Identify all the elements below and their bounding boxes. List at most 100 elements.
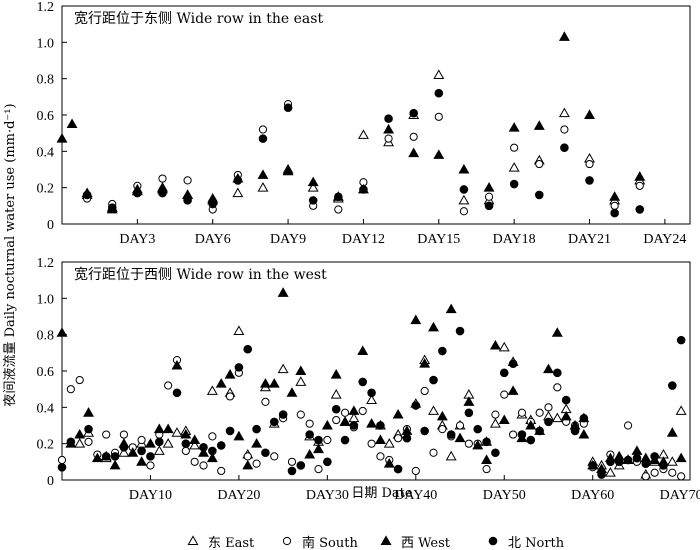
y-tick-label: 0.4 bbox=[37, 145, 55, 160]
point-north bbox=[534, 190, 544, 200]
point-north bbox=[101, 452, 111, 461]
point-south bbox=[305, 419, 314, 428]
y-tick-label: 0.4 bbox=[37, 401, 55, 416]
point-north bbox=[517, 430, 527, 439]
point-north bbox=[110, 452, 120, 461]
point-west bbox=[634, 171, 646, 181]
point-south bbox=[464, 439, 473, 448]
point-south bbox=[332, 415, 341, 425]
point-south bbox=[491, 410, 500, 419]
point-west bbox=[277, 287, 289, 297]
point-north bbox=[588, 461, 598, 470]
point-west bbox=[257, 169, 269, 179]
panel-title: 宽行距位于西侧 Wide row in the west bbox=[74, 266, 327, 283]
point-north bbox=[561, 395, 571, 405]
point-north bbox=[183, 196, 192, 205]
y-tick-label: 0.6 bbox=[37, 109, 55, 124]
point-west bbox=[357, 345, 369, 355]
point-south bbox=[258, 125, 268, 134]
point-north bbox=[331, 404, 341, 414]
point-west bbox=[286, 387, 298, 397]
point-west bbox=[410, 314, 422, 325]
point-north bbox=[358, 377, 368, 387]
point-south bbox=[57, 455, 67, 465]
point-west bbox=[445, 303, 457, 314]
point-south bbox=[623, 421, 633, 430]
point-west bbox=[483, 182, 495, 192]
point-south bbox=[225, 392, 235, 401]
point-north bbox=[585, 176, 594, 185]
point-north bbox=[402, 433, 412, 443]
point-north bbox=[376, 421, 385, 430]
point-north bbox=[544, 417, 553, 427]
x-tick-label: DAY21 bbox=[568, 232, 611, 247]
point-north bbox=[252, 424, 261, 434]
point-south bbox=[409, 132, 418, 141]
point-west bbox=[551, 327, 563, 337]
point-west bbox=[578, 428, 590, 439]
point-north bbox=[499, 368, 509, 378]
point-north bbox=[482, 437, 491, 447]
legend-item-north: 北 North bbox=[488, 536, 565, 550]
point-north bbox=[107, 203, 117, 212]
point-north bbox=[308, 196, 318, 205]
point-south bbox=[429, 448, 438, 457]
legend-item-east: 东 East bbox=[187, 535, 255, 550]
chart-panel-2: 0 0.2 0.4 0.6 0.8 1.0 1.2 DAY10 DAY20 DAY30 DAY40 D… bbox=[37, 256, 700, 503]
point-west bbox=[171, 359, 183, 370]
point-south bbox=[482, 465, 491, 474]
point-west bbox=[498, 414, 510, 424]
point-north bbox=[659, 461, 668, 470]
point-north bbox=[57, 462, 67, 472]
point-south bbox=[420, 386, 429, 396]
point-east bbox=[189, 439, 201, 450]
point-east bbox=[74, 438, 86, 448]
point-west bbox=[584, 109, 595, 119]
point-south bbox=[217, 466, 226, 476]
point-west bbox=[295, 365, 307, 375]
point-south bbox=[334, 205, 343, 214]
legend-item-west: 西 West bbox=[380, 535, 451, 550]
x-tick-label: DAY40 bbox=[394, 488, 437, 503]
point-west bbox=[558, 31, 570, 41]
point-north bbox=[243, 344, 253, 354]
point-north bbox=[484, 201, 494, 211]
point-north bbox=[526, 435, 536, 445]
point-north bbox=[446, 430, 456, 439]
point-west bbox=[136, 456, 148, 466]
point-west bbox=[408, 147, 420, 158]
point-west bbox=[419, 358, 431, 368]
point-north bbox=[137, 446, 146, 456]
point-west bbox=[463, 396, 475, 406]
point-west bbox=[153, 423, 165, 434]
point-east bbox=[330, 389, 342, 399]
point-north bbox=[641, 459, 651, 468]
point-east bbox=[458, 194, 470, 205]
point-north bbox=[233, 176, 243, 185]
point-north bbox=[570, 426, 580, 436]
point-south bbox=[314, 465, 323, 474]
point-south bbox=[66, 385, 75, 394]
y-tick-label: 0.2 bbox=[37, 182, 55, 197]
point-north bbox=[464, 408, 474, 418]
point-east bbox=[675, 405, 687, 415]
point-north bbox=[340, 435, 350, 445]
point-west bbox=[433, 149, 445, 159]
point-south bbox=[641, 472, 650, 481]
point-east bbox=[307, 182, 319, 192]
legend-marker-east bbox=[187, 535, 199, 545]
point-north bbox=[668, 381, 677, 390]
point-east bbox=[153, 445, 165, 455]
point-west bbox=[91, 452, 103, 463]
point-west bbox=[560, 410, 572, 421]
x-tick-label: DAY50 bbox=[483, 488, 526, 503]
x-tick-label: DAY18 bbox=[493, 232, 536, 247]
point-north bbox=[606, 457, 615, 467]
point-west bbox=[268, 378, 280, 388]
y-tick-label: 0.8 bbox=[37, 73, 55, 88]
point-east bbox=[489, 418, 501, 428]
point-north bbox=[509, 179, 519, 189]
point-north bbox=[119, 443, 129, 452]
point-north bbox=[393, 464, 403, 474]
